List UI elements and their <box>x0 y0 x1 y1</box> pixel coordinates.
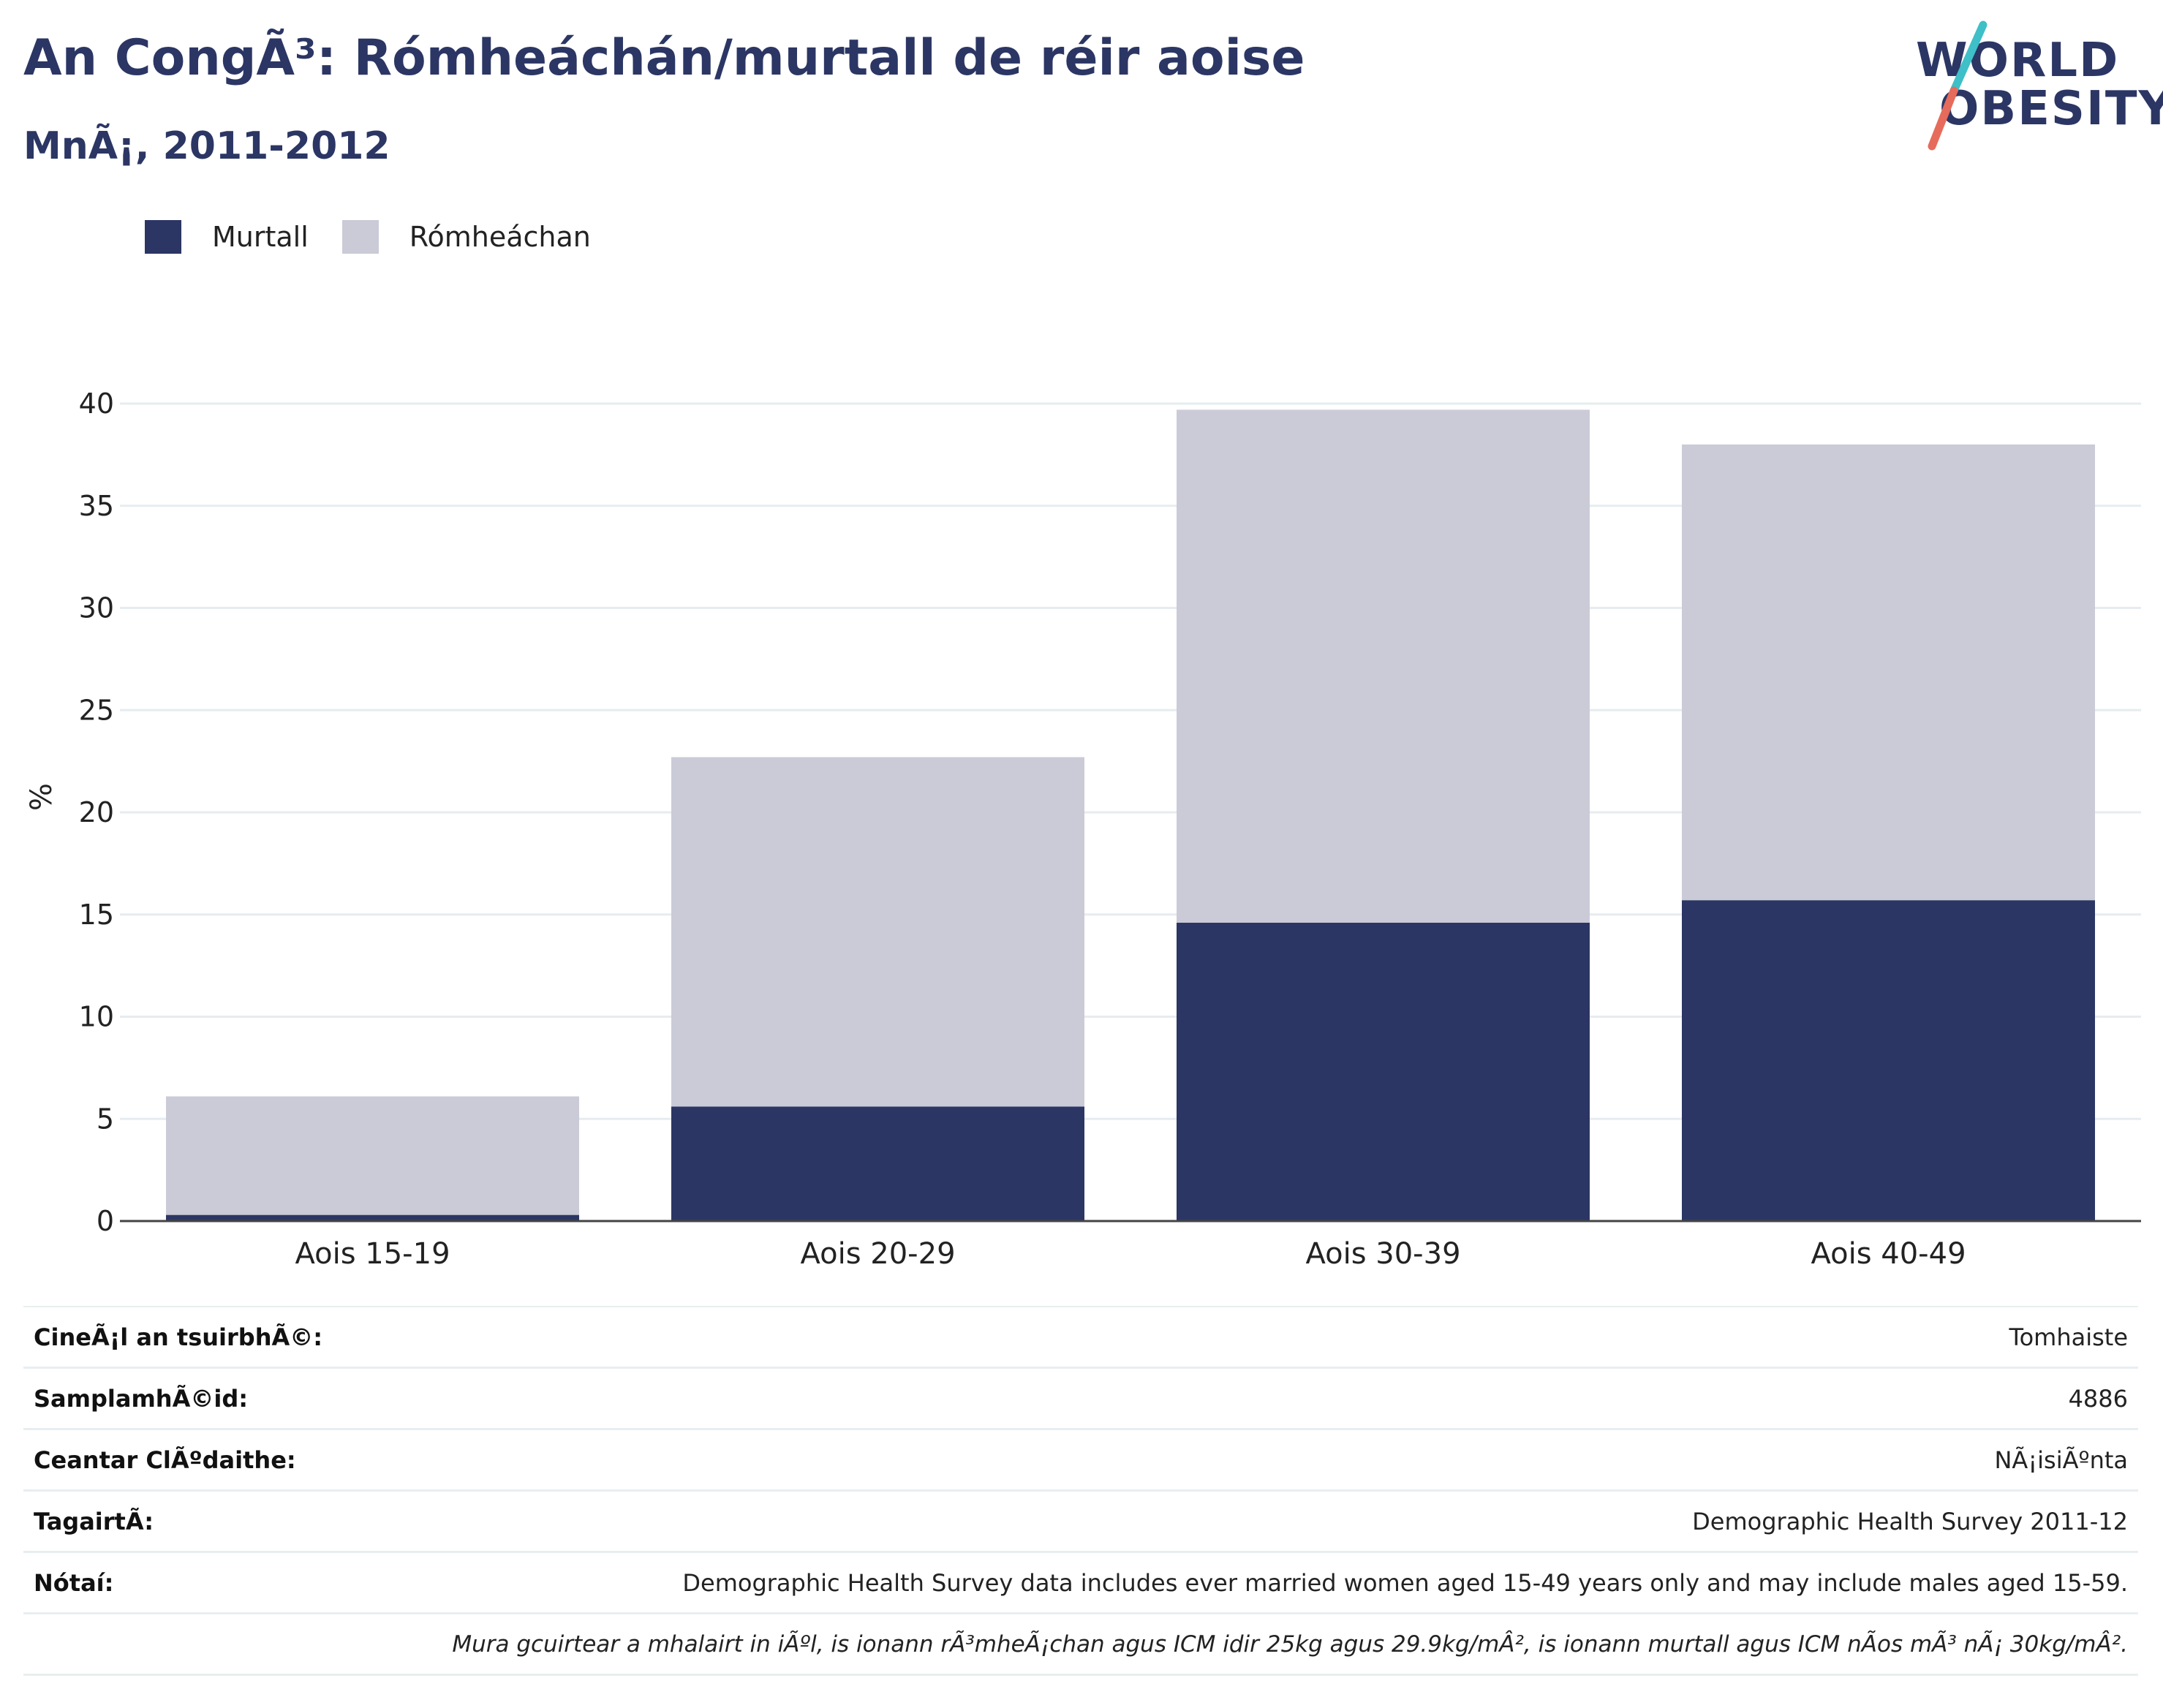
y-tick-label: 10 <box>79 1001 114 1033</box>
y-tick-label: 20 <box>79 796 114 828</box>
info-label-sample-size: SamplamhÃ©id: <box>34 1384 249 1413</box>
bar-segment[interactable] <box>1177 922 1590 1221</box>
x-tick-label: Aois 15-19 <box>295 1237 450 1271</box>
x-tick-label: Aois 20-29 <box>800 1237 955 1271</box>
legend-item-murtall[interactable]: Murtall <box>145 220 309 254</box>
bar-segment[interactable] <box>166 1096 579 1215</box>
logo-slash-icon <box>1928 20 1988 151</box>
info-row-footnote: Mura gcuirtear a mhalairt in iÃºl, is io… <box>23 1614 2138 1676</box>
legend-swatch-murtall <box>145 220 181 254</box>
y-axis-label: % <box>25 783 58 811</box>
chart-bars <box>166 409 2095 1221</box>
bar-segment[interactable] <box>1177 409 1590 923</box>
info-row-notes: Nótaí: Demographic Health Survey data in… <box>23 1553 2138 1614</box>
info-value-sample-size: 4886 <box>2068 1384 2128 1413</box>
y-tick-label: 35 <box>79 490 114 522</box>
info-footnote: Mura gcuirtear a mhalairt in iÃºl, is io… <box>452 1630 2128 1658</box>
info-value-notes: Demographic Health Survey data includes … <box>682 1568 2128 1597</box>
x-tick-label: Aois 30-39 <box>1305 1237 1460 1271</box>
info-label-area-covered: Ceantar ClÃºdaithe: <box>34 1446 296 1474</box>
legend-swatch-romheachan <box>341 220 379 254</box>
y-tick-label: 40 <box>79 388 114 420</box>
chart-title: An CongÃ³: Rómheáchán/murtall de réir ao… <box>23 29 1305 87</box>
bar-segment[interactable] <box>671 1106 1084 1221</box>
info-row-area-covered: Ceantar ClÃºdaithe: NÃ¡isiÃºnta <box>23 1430 2138 1492</box>
legend-label-romheachan: Rómheáchan <box>409 221 591 253</box>
info-value-reference: Demographic Health Survey 2011-12 <box>1692 1507 2128 1535</box>
bar-segment[interactable] <box>1682 444 2095 901</box>
y-tick-label: 15 <box>79 899 114 931</box>
legend-label-murtall: Murtall <box>212 221 309 253</box>
y-tick-label: 5 <box>97 1103 114 1135</box>
info-value-area-covered: NÃ¡isiÃºnta <box>1994 1446 2128 1474</box>
info-row-survey-type: CineÃ¡l an tsuirbhÃ©: Tomhaiste <box>23 1307 2138 1369</box>
survey-info-table: CineÃ¡l an tsuirbhÃ©: Tomhaiste Samplamh… <box>23 1306 2138 1676</box>
info-label-reference: TagairtÃ: <box>34 1507 154 1535</box>
logo-line-2: OBESITY <box>1939 82 2163 136</box>
legend-item-romheachan[interactable]: Rómheáchan <box>341 220 591 254</box>
chart-subtitle: MnÃ¡, 2011-2012 <box>23 124 390 168</box>
info-label-survey-type: CineÃ¡l an tsuirbhÃ©: <box>34 1323 323 1351</box>
x-tick-label: Aois 40-49 <box>1811 1237 1966 1271</box>
y-tick-label: 25 <box>79 694 114 726</box>
bar-segment[interactable] <box>166 1214 579 1221</box>
info-label-notes: Nótaí: <box>34 1568 114 1597</box>
world-obesity-logo: WORLD OBESITY <box>1901 20 2163 159</box>
x-axis-ticks: Aois 15-19 Aois 20-29 Aois 30-39 Aois 40-49 <box>295 1237 1966 1271</box>
info-row-reference: TagairtÃ: Demographic Health Survey 2011… <box>23 1492 2138 1553</box>
logo-line-1: WORLD <box>1916 34 2120 88</box>
chart-legend: Murtall Rómheáchan <box>145 216 624 257</box>
y-axis-ticks: 0 5 10 15 20 25 30 35 40 <box>79 388 114 1237</box>
info-row-sample-size: SamplamhÃ©id: 4886 <box>23 1369 2138 1430</box>
y-tick-label: 0 <box>97 1205 114 1237</box>
bar-segment[interactable] <box>671 757 1084 1107</box>
info-value-survey-type: Tomhaiste <box>2009 1323 2128 1351</box>
bar-segment[interactable] <box>1682 900 2095 1221</box>
y-tick-label: 30 <box>79 592 114 624</box>
